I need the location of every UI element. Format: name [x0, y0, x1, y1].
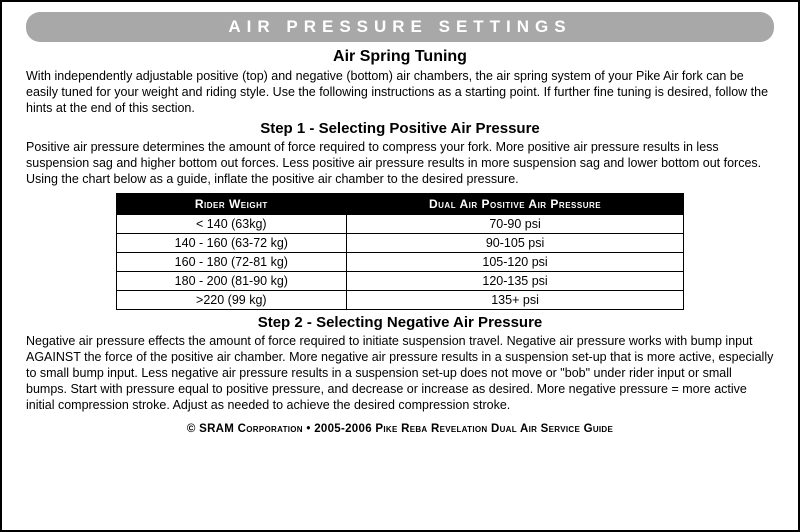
- step2-text: Negative air pressure effects the amount…: [26, 333, 774, 413]
- table-cell: 120-135 psi: [346, 272, 683, 291]
- table-cell: 180 - 200 (81-90 kg): [116, 272, 346, 291]
- page-banner: AIR PRESSURE SETTINGS: [26, 12, 774, 42]
- step1-title: Step 1 - Selecting Positive Air Pressure: [26, 120, 774, 137]
- table-header-cell: Rider Weight: [116, 194, 346, 215]
- table-cell: >220 (99 kg): [116, 291, 346, 310]
- table-cell: < 140 (63kg): [116, 215, 346, 234]
- table-row: 180 - 200 (81-90 kg) 120-135 psi: [116, 272, 683, 291]
- footer-text: © SRAM Corporation • 2005-2006 Pike Reba…: [26, 423, 774, 435]
- intro-title: Air Spring Tuning: [26, 48, 774, 66]
- table-header-row: Rider Weight Dual Air Positive Air Press…: [116, 194, 683, 215]
- table-row: >220 (99 kg) 135+ psi: [116, 291, 683, 310]
- table-cell: 105-120 psi: [346, 253, 683, 272]
- table-row: < 140 (63kg) 70-90 psi: [116, 215, 683, 234]
- table-row: 140 - 160 (63-72 kg) 90-105 psi: [116, 234, 683, 253]
- table-cell: 135+ psi: [346, 291, 683, 310]
- step2-title: Step 2 - Selecting Negative Air Pressure: [26, 314, 774, 331]
- pressure-table: Rider Weight Dual Air Positive Air Press…: [116, 193, 684, 310]
- table-cell: 90-105 psi: [346, 234, 683, 253]
- table-header-cell: Dual Air Positive Air Pressure: [346, 194, 683, 215]
- document-page: AIR PRESSURE SETTINGS Air Spring Tuning …: [0, 0, 800, 532]
- table-row: 160 - 180 (72-81 kg) 105-120 psi: [116, 253, 683, 272]
- table-cell: 140 - 160 (63-72 kg): [116, 234, 346, 253]
- table-cell: 70-90 psi: [346, 215, 683, 234]
- step1-text: Positive air pressure determines the amo…: [26, 139, 774, 187]
- intro-text: With independently adjustable positive (…: [26, 68, 774, 116]
- table-cell: 160 - 180 (72-81 kg): [116, 253, 346, 272]
